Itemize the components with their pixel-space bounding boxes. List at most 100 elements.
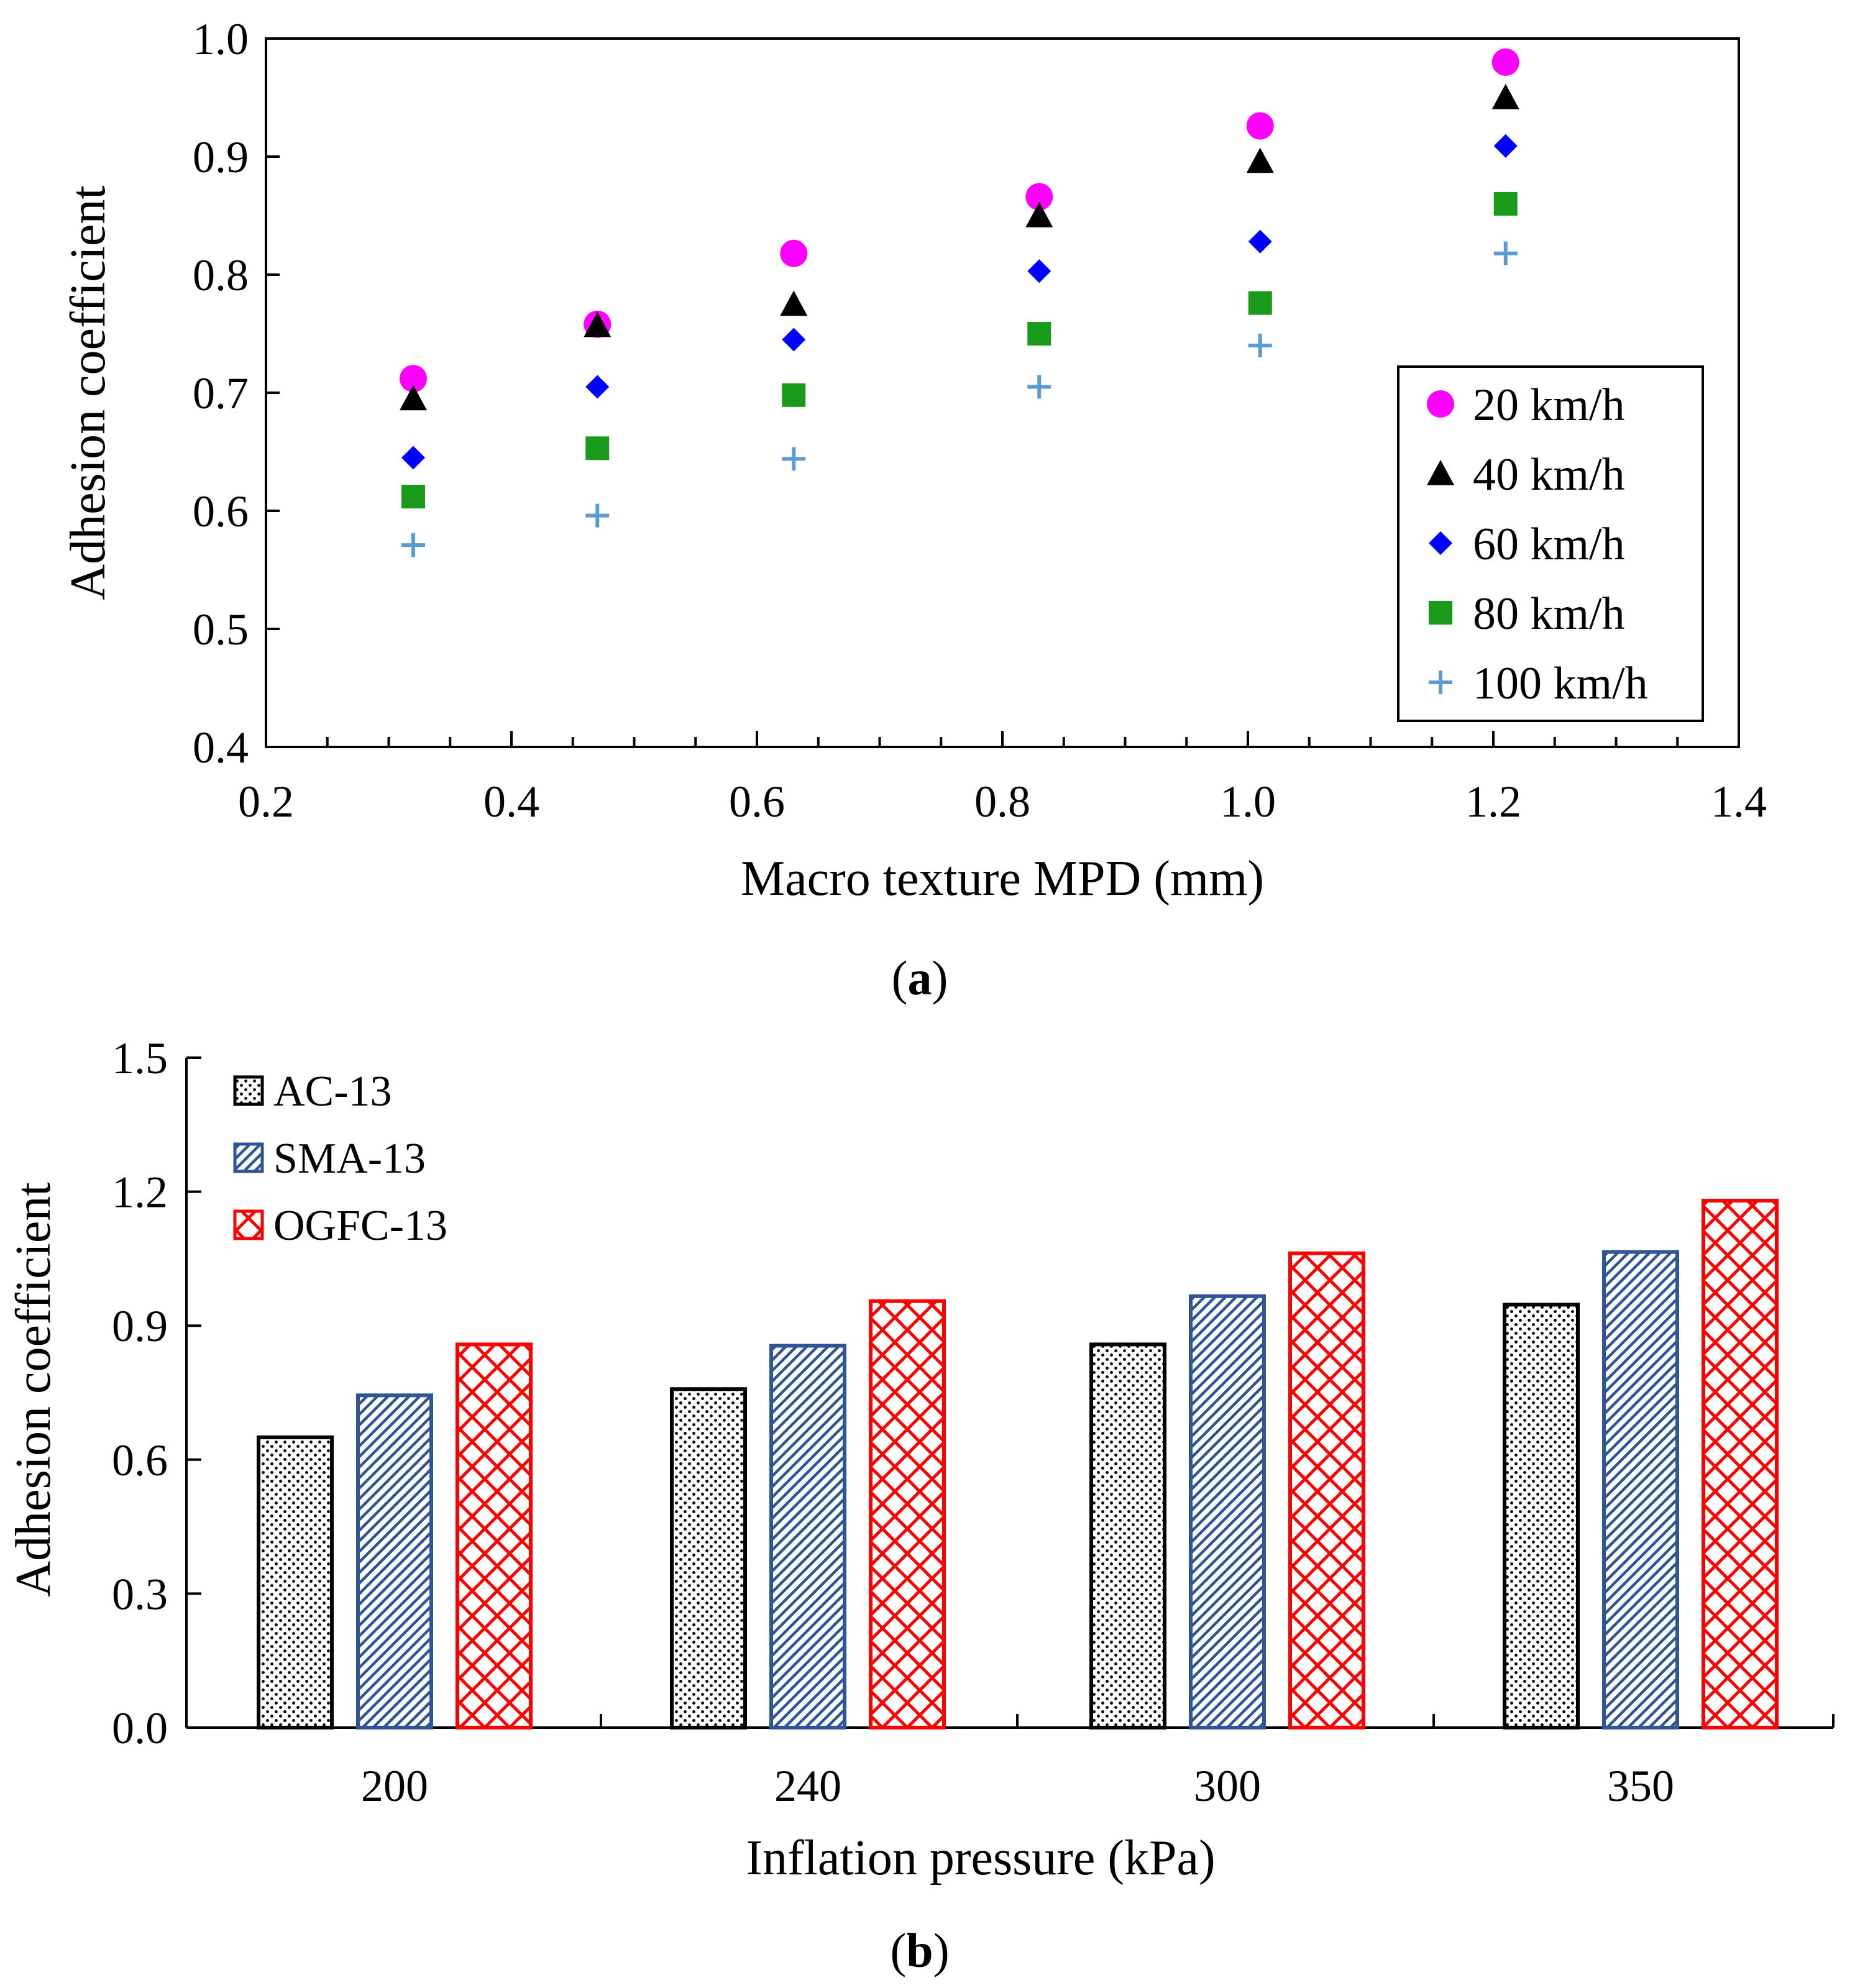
- chart-b-category-label-3: 350: [1607, 1761, 1674, 1811]
- chart-b-bar-OGFC-13-240: [869, 1299, 946, 1729]
- chart-b-caption-letter: b: [906, 1923, 933, 1977]
- chart-b-bar-SMA-13-300: [1189, 1294, 1266, 1730]
- chart-a-x-tick-label: 1.0: [1220, 777, 1276, 827]
- chart-a-point-2-4: [1248, 229, 1272, 254]
- chart-a-legend-label-2: 60 km/h: [1473, 519, 1625, 570]
- chart-a-point-0-3: [1025, 183, 1053, 211]
- chart-a-x-axis-label: Macro texture MPD (mm): [741, 851, 1264, 906]
- chart-b-x-axis-label: Inflation pressure (kPa): [746, 1831, 1215, 1885]
- chart-a-point-2-0: [401, 446, 425, 470]
- chart-b-bar-AC-13-240: [670, 1387, 747, 1730]
- chart-a-point-3-5: [1493, 192, 1518, 216]
- chart-b-bar-SMA-13-350: [1602, 1250, 1679, 1729]
- chart-b-bar-AC-13-200: [257, 1435, 334, 1730]
- chart-b-legend-label-1: SMA-13: [273, 1135, 426, 1183]
- chart-a-y-tick-label: 0.7: [193, 369, 249, 418]
- chart-a-point-3-0: [401, 485, 425, 509]
- chart-a-legend-marker-0: [1427, 390, 1454, 418]
- chart-a-point-4-1: [585, 503, 610, 528]
- chart-b-y-tick-labels: 0.0 0.3 0.6 0.9 1.2 1.5: [112, 1033, 168, 1753]
- chart-b-y-tick-label: 0.0: [112, 1703, 168, 1753]
- chart-b-category-label-2: 300: [1194, 1761, 1261, 1811]
- chart-a-caption: (a): [892, 951, 948, 1005]
- chart-a-point-1-3: [1025, 202, 1053, 227]
- chart-a-point-4-2: [782, 447, 806, 471]
- chart-a-y-tick-label: 0.6: [193, 487, 249, 536]
- chart-a-point-4-0: [401, 533, 425, 557]
- chart-a-legend-label-1: 40 km/h: [1473, 449, 1625, 500]
- chart-a-y-tick-label: 0.5: [193, 605, 249, 654]
- chart-a-point-3-1: [585, 436, 610, 460]
- chart-a-x-tick-label: 0.6: [729, 777, 785, 827]
- chart-a-point-4-5: [1493, 241, 1518, 265]
- chart-a-point-3-3: [1027, 322, 1051, 346]
- chart-a-point-1-5: [1491, 84, 1519, 109]
- chart-a-point-1-1: [584, 311, 612, 337]
- chart-b-legend: AC-13 SMA-13 OGFC-13: [233, 1068, 447, 1250]
- chart-a-x-tick-label: 0.2: [238, 777, 294, 827]
- chart-a-point-2-5: [1493, 134, 1518, 158]
- chart-b-bar-AC-13-350: [1503, 1303, 1580, 1729]
- chart-a-y-tick-label: 0.4: [193, 723, 249, 772]
- chart-b-category-labels: 200 240 300 350: [361, 1761, 1674, 1811]
- chart-a-legend-label-3: 80 km/h: [1473, 589, 1625, 639]
- chart-b-legend-swatch-0: [233, 1075, 264, 1106]
- chart-a-legend-marker-4: [1429, 671, 1452, 694]
- chart-a-y-tick-label: 0.8: [193, 250, 249, 300]
- chart-a-point-0-0: [400, 365, 427, 393]
- chart-b-y-tick-label: 0.6: [112, 1436, 168, 1485]
- chart-a-point-4-3: [1027, 375, 1051, 399]
- chart-b-legend-label-2: OGFC-13: [273, 1202, 447, 1250]
- chart-b-legend-swatch-1: [233, 1142, 264, 1173]
- chart-b-category-label-1: 240: [774, 1761, 841, 1811]
- chart-a-legend: 20 km/h 40 km/h 60 km/h 80 km/h 100 km/h: [1397, 365, 1704, 722]
- chart-a-point-2-2: [782, 328, 806, 352]
- chart-a-legend-marker-1: [1427, 460, 1454, 485]
- chart-a-y-tick-label: 0.9: [193, 132, 249, 182]
- chart-a-legend-label-4: 100 km/h: [1473, 658, 1648, 709]
- chart-a-y-tick-label: 1.0: [193, 14, 249, 64]
- chart-b-bars: [257, 1198, 1779, 1730]
- chart-b-legend-swatch-2: [233, 1209, 264, 1240]
- chart-b-bar-SMA-13-240: [769, 1344, 846, 1730]
- chart-b-bar-OGFC-13-200: [456, 1342, 533, 1730]
- chart-b-y-tick-label: 1.5: [112, 1033, 168, 1083]
- chart-b-bar-OGFC-13-300: [1288, 1251, 1365, 1729]
- chart-a-legend-label-0: 20 km/h: [1473, 380, 1625, 431]
- chart-b-bar-SMA-13-200: [356, 1393, 433, 1729]
- chart-a-point-0-4: [1246, 112, 1274, 140]
- chart-a-point-3-4: [1248, 291, 1272, 315]
- chart-a-legend-marker-2: [1429, 531, 1452, 555]
- chart-a-x-tick-label: 1.4: [1711, 777, 1767, 827]
- chart-a-point-2-1: [585, 375, 610, 399]
- chart-a-legend-marker-3: [1429, 601, 1452, 625]
- chart-a-x-tick-label: 1.2: [1465, 777, 1521, 827]
- chart-b-y-tick-label: 1.2: [112, 1168, 168, 1217]
- chart-a-point-2-3: [1027, 259, 1051, 283]
- chart-a: 0.4 0.5 0.6 0.7 0.8 0.9 1.0 0.2 0.4 0.6 0.8 1.0 1.2…: [61, 14, 1767, 1005]
- chart-b-legend-label-0: AC-13: [273, 1068, 392, 1115]
- chart-a-plot-frame: [265, 37, 1740, 748]
- chart-b-axes: [185, 1056, 1835, 1729]
- chart-b-caption: (b): [890, 1923, 949, 1977]
- chart-b-bar-OGFC-13-350: [1702, 1198, 1779, 1730]
- chart-b-y-tick-label: 0.3: [112, 1569, 168, 1619]
- chart-a-point-4-4: [1248, 334, 1272, 357]
- chart-a-y-tick-labels: 0.4 0.5 0.6 0.7 0.8 0.9 1.0: [193, 14, 249, 772]
- chart-b-y-axis-label: Adhesion coefficient: [6, 1182, 61, 1596]
- chart-b-y-tick-label: 0.9: [112, 1301, 168, 1351]
- chart-a-x-tick-label: 0.8: [974, 777, 1030, 827]
- chart-a-point-0-2: [780, 239, 808, 267]
- chart-a-point-1-4: [1246, 147, 1274, 173]
- chart-b-category-label-0: 200: [361, 1761, 428, 1811]
- chart-a-point-3-2: [782, 383, 806, 407]
- chart-a-points: [400, 48, 1519, 557]
- chart-a-y-axis-label: Adhesion coefficient: [61, 185, 116, 600]
- chart-a-caption-letter: a: [908, 951, 932, 1005]
- chart-a-x-tick-label: 0.4: [483, 777, 539, 827]
- chart-b-bar-AC-13-300: [1089, 1342, 1166, 1730]
- chart-a-point-1-0: [400, 385, 427, 411]
- chart-a-point-0-5: [1491, 48, 1519, 76]
- chart-a-point-1-2: [780, 290, 808, 316]
